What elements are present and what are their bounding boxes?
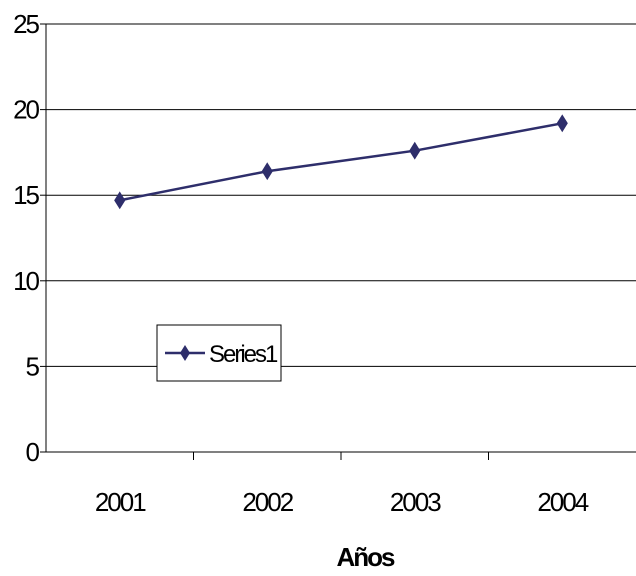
data-point-marker xyxy=(114,191,126,210)
series-line xyxy=(119,122,563,202)
y-tick-label: 10 xyxy=(13,266,39,296)
series-group xyxy=(114,114,568,210)
y-tick-label: 5 xyxy=(26,351,40,381)
legend-box xyxy=(156,324,282,382)
y-tick-label: 25 xyxy=(13,9,39,39)
y-tick-label: 0 xyxy=(26,437,40,467)
x-tick-label: 2003 xyxy=(390,487,441,517)
x-tick-label: 2004 xyxy=(537,487,588,517)
axes xyxy=(45,24,636,453)
data-point-marker xyxy=(409,141,421,160)
gridlines xyxy=(46,23,636,367)
y-tick-label: 15 xyxy=(13,180,39,210)
data-point-marker xyxy=(556,114,568,133)
legend: Series1 xyxy=(156,324,282,382)
x-tick-labels: 2001 2002 2003 2004 xyxy=(95,452,591,517)
y-tick-labels: 0 5 10 15 20 25 xyxy=(13,9,46,467)
x-tick-label: 2002 xyxy=(242,487,293,517)
legend-series-label: Series1 xyxy=(209,341,278,368)
x-axis-title: Años xyxy=(337,542,396,572)
data-point-marker xyxy=(261,162,273,181)
x-tick-label: 2001 xyxy=(95,487,146,517)
legend-series-marker xyxy=(180,345,190,361)
y-tick-label: 20 xyxy=(13,95,39,125)
